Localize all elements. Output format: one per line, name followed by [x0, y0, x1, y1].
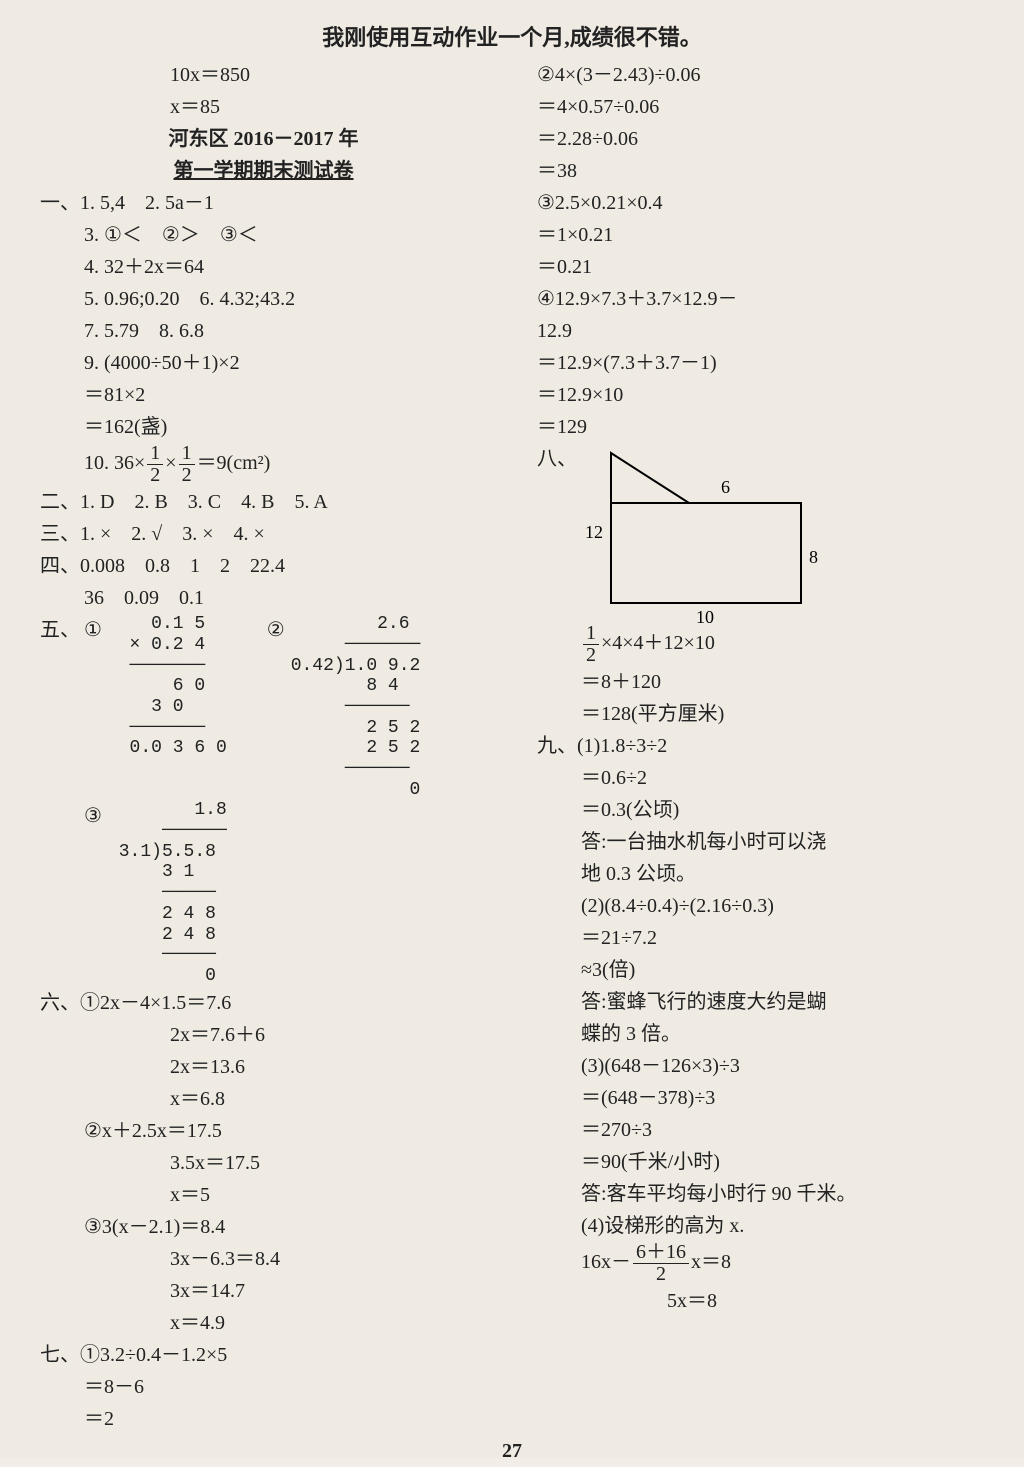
text-line: ＝12.9×(7.3＋3.7－1): [537, 347, 984, 379]
text-line: ＝270÷3: [537, 1114, 984, 1146]
answer-line: 答:客车平均每小时行 90 千米。: [537, 1178, 984, 1210]
section-2: 二、1. D 2. B 3. C 4. B 5. A: [40, 486, 487, 518]
svg-text:10: 10: [696, 607, 714, 623]
page: 我刚使用互动作业一个月,成绩很不错。 10x＝850 x＝85 河东区 2016…: [0, 0, 1024, 1458]
sec9-4-eq: 16x－6＋162x＝8: [537, 1242, 984, 1285]
section-6-1-head: 六、①2x－4×1.5＝7.6: [40, 987, 487, 1019]
eq-line: 10x＝850: [40, 59, 487, 91]
text-line: ＝128(平方厘米): [537, 698, 984, 730]
text-line: 2x＝13.6: [40, 1051, 487, 1083]
text-line: x＝6.8: [40, 1083, 487, 1115]
frac-num: 6＋16: [633, 1242, 689, 1264]
section-3: 三、1. × 2. √ 3. × 4. ×: [40, 518, 487, 550]
text-line: 3.5x＝17.5: [40, 1147, 487, 1179]
section-5-row1: 五、 ① 0.1 5 × 0.2 4 ─────── 6 0 3 0 ─────…: [40, 614, 487, 800]
section-5-label: 五、: [40, 614, 84, 800]
longdiv-2: 2.6 ─────── 0.42)1.0 9.2 8 4 ────── 2 5 …: [291, 614, 421, 800]
page-number: 27: [40, 1435, 984, 1467]
answer-line: 答:一台抽水机每小时可以浇: [537, 826, 984, 858]
longdiv-3-label: ③: [84, 800, 102, 986]
text-line: ≈3(倍): [537, 954, 984, 986]
longdiv-1: 0.1 5 × 0.2 4 ─────── 6 0 3 0 ─────── 0.…: [108, 614, 227, 800]
fraction: 12: [179, 443, 195, 486]
section-8-label: 八、: [537, 443, 581, 475]
text-line: 4. 32＋2x＝64: [40, 251, 487, 283]
text-line: ＝12.9×10: [537, 379, 984, 411]
section-6-2-head: ②x＋2.5x＝17.5: [40, 1115, 487, 1147]
text-line: ＝81×2: [40, 379, 487, 411]
svg-text:8: 8: [809, 547, 818, 567]
text-line: ＝4×0.57÷0.06: [537, 91, 984, 123]
text-line: 7. 5.79 8. 6.8: [40, 315, 487, 347]
p3-head: ③2.5×0.21×0.4: [537, 187, 984, 219]
text-line: ＝0.6÷2: [537, 762, 984, 794]
sec8-expr: 12×4×4＋12×10: [537, 623, 984, 666]
section-5-row2: ③ 1.8 ────── 3.1)5.5.8 3 1 ───── 2 4 8 2…: [40, 800, 487, 986]
svg-text:6: 6: [721, 477, 730, 497]
section-9-3-head: (3)(648－126×3)÷3: [537, 1050, 984, 1082]
frac-den: 2: [653, 1264, 669, 1285]
fraction: 12: [147, 443, 163, 486]
text-line: ＝2.28÷0.06: [537, 123, 984, 155]
text-line: ＝(648－378)÷3: [537, 1082, 984, 1114]
fraction: 6＋162: [633, 1242, 689, 1285]
longdiv-1-label: ①: [84, 614, 102, 800]
section-7-head: 七、①3.2÷0.4－1.2×5: [40, 1339, 487, 1371]
text-line: ＝0.3(公顷): [537, 794, 984, 826]
text-line: x＝4.9: [40, 1307, 487, 1339]
fraction: 12: [583, 623, 599, 666]
text-line: ＝1×0.21: [537, 219, 984, 251]
section-4b: 36 0.09 0.1: [40, 582, 487, 614]
p4-head: ④12.9×7.3＋3.7×12.9－: [537, 283, 984, 315]
text-line: ＝2: [40, 1403, 487, 1435]
eq-pre: 16x－: [581, 1251, 631, 1273]
paper-title-1: 河东区 2016－2017 年: [40, 123, 487, 155]
paper-title-2: 第一学期期末测试卷: [40, 155, 487, 187]
text-line: x＝5: [40, 1179, 487, 1211]
eq-post: x＝8: [691, 1251, 731, 1273]
text-line: 3. ①＜ ②＞ ③＜: [40, 219, 487, 251]
right-column: ②4×(3－2.43)÷0.06 ＝4×0.57÷0.06 ＝2.28÷0.06…: [537, 59, 984, 1434]
frac-suffix: ＝9(cm²): [197, 452, 271, 474]
text-line: ＝129: [537, 411, 984, 443]
text-line: ＝90(千米/小时): [537, 1146, 984, 1178]
longdiv-3: 1.8 ────── 3.1)5.5.8 3 1 ───── 2 4 8 2 4…: [108, 800, 227, 986]
handwriting-note: 我刚使用互动作业一个月,成绩很不错。: [40, 20, 984, 55]
text-line: 5. 0.96;0.20 6. 4.32;43.2: [40, 283, 487, 315]
p4-head2: 12.9: [537, 315, 984, 347]
text-line: ＝162(盏): [40, 411, 487, 443]
text-line: ＝8＋120: [537, 666, 984, 698]
answer-line: 蝶的 3 倍。: [537, 1018, 984, 1050]
text-line-fraction: 10. 36×12×12＝9(cm²): [40, 443, 487, 486]
section-9-1-head: 九、(1)1.8÷3÷2: [537, 730, 984, 762]
text-line: 3x＝14.7: [40, 1275, 487, 1307]
text-line: ＝38: [537, 155, 984, 187]
geometry-diagram: 6 12 8 10: [581, 443, 831, 623]
left-column: 10x＝850 x＝85 河东区 2016－2017 年 第一学期期末测试卷 一…: [40, 59, 487, 1434]
answer-line: 答:蜜蜂飞行的速度大约是蝴: [537, 986, 984, 1018]
text-line: ＝21÷7.2: [537, 922, 984, 954]
answer-line: 地 0.3 公顷。: [537, 858, 984, 890]
p2-head: ②4×(3－2.43)÷0.06: [537, 59, 984, 91]
section-1-head: 一、1. 5,4 2. 5a－1: [40, 187, 487, 219]
expr-rest: ×4×4＋12×10: [601, 632, 715, 654]
text-line: 9. (4000÷50＋1)×2: [40, 347, 487, 379]
text-line: ＝0.21: [537, 251, 984, 283]
text-line: ＝8－6: [40, 1371, 487, 1403]
text-line: 5x＝8: [537, 1285, 984, 1317]
text-line: 3x－6.3＝8.4: [40, 1243, 487, 1275]
section-9-4-head: (4)设梯形的高为 x.: [537, 1210, 984, 1242]
text-line: 2x＝7.6＋6: [40, 1019, 487, 1051]
section-6-3-head: ③3(x－2.1)＝8.4: [40, 1211, 487, 1243]
frac-prefix: 10. 36×: [84, 452, 145, 474]
section-8: 八、 6 12 8 10: [537, 443, 984, 623]
eq-line: x＝85: [40, 91, 487, 123]
two-columns: 10x＝850 x＝85 河东区 2016－2017 年 第一学期期末测试卷 一…: [40, 59, 984, 1434]
section-4a: 四、0.008 0.8 1 2 22.4: [40, 550, 487, 582]
svg-text:12: 12: [585, 522, 603, 542]
longdiv-2-label: ②: [267, 614, 285, 800]
section-9-2-head: (2)(8.4÷0.4)÷(2.16÷0.3): [537, 890, 984, 922]
